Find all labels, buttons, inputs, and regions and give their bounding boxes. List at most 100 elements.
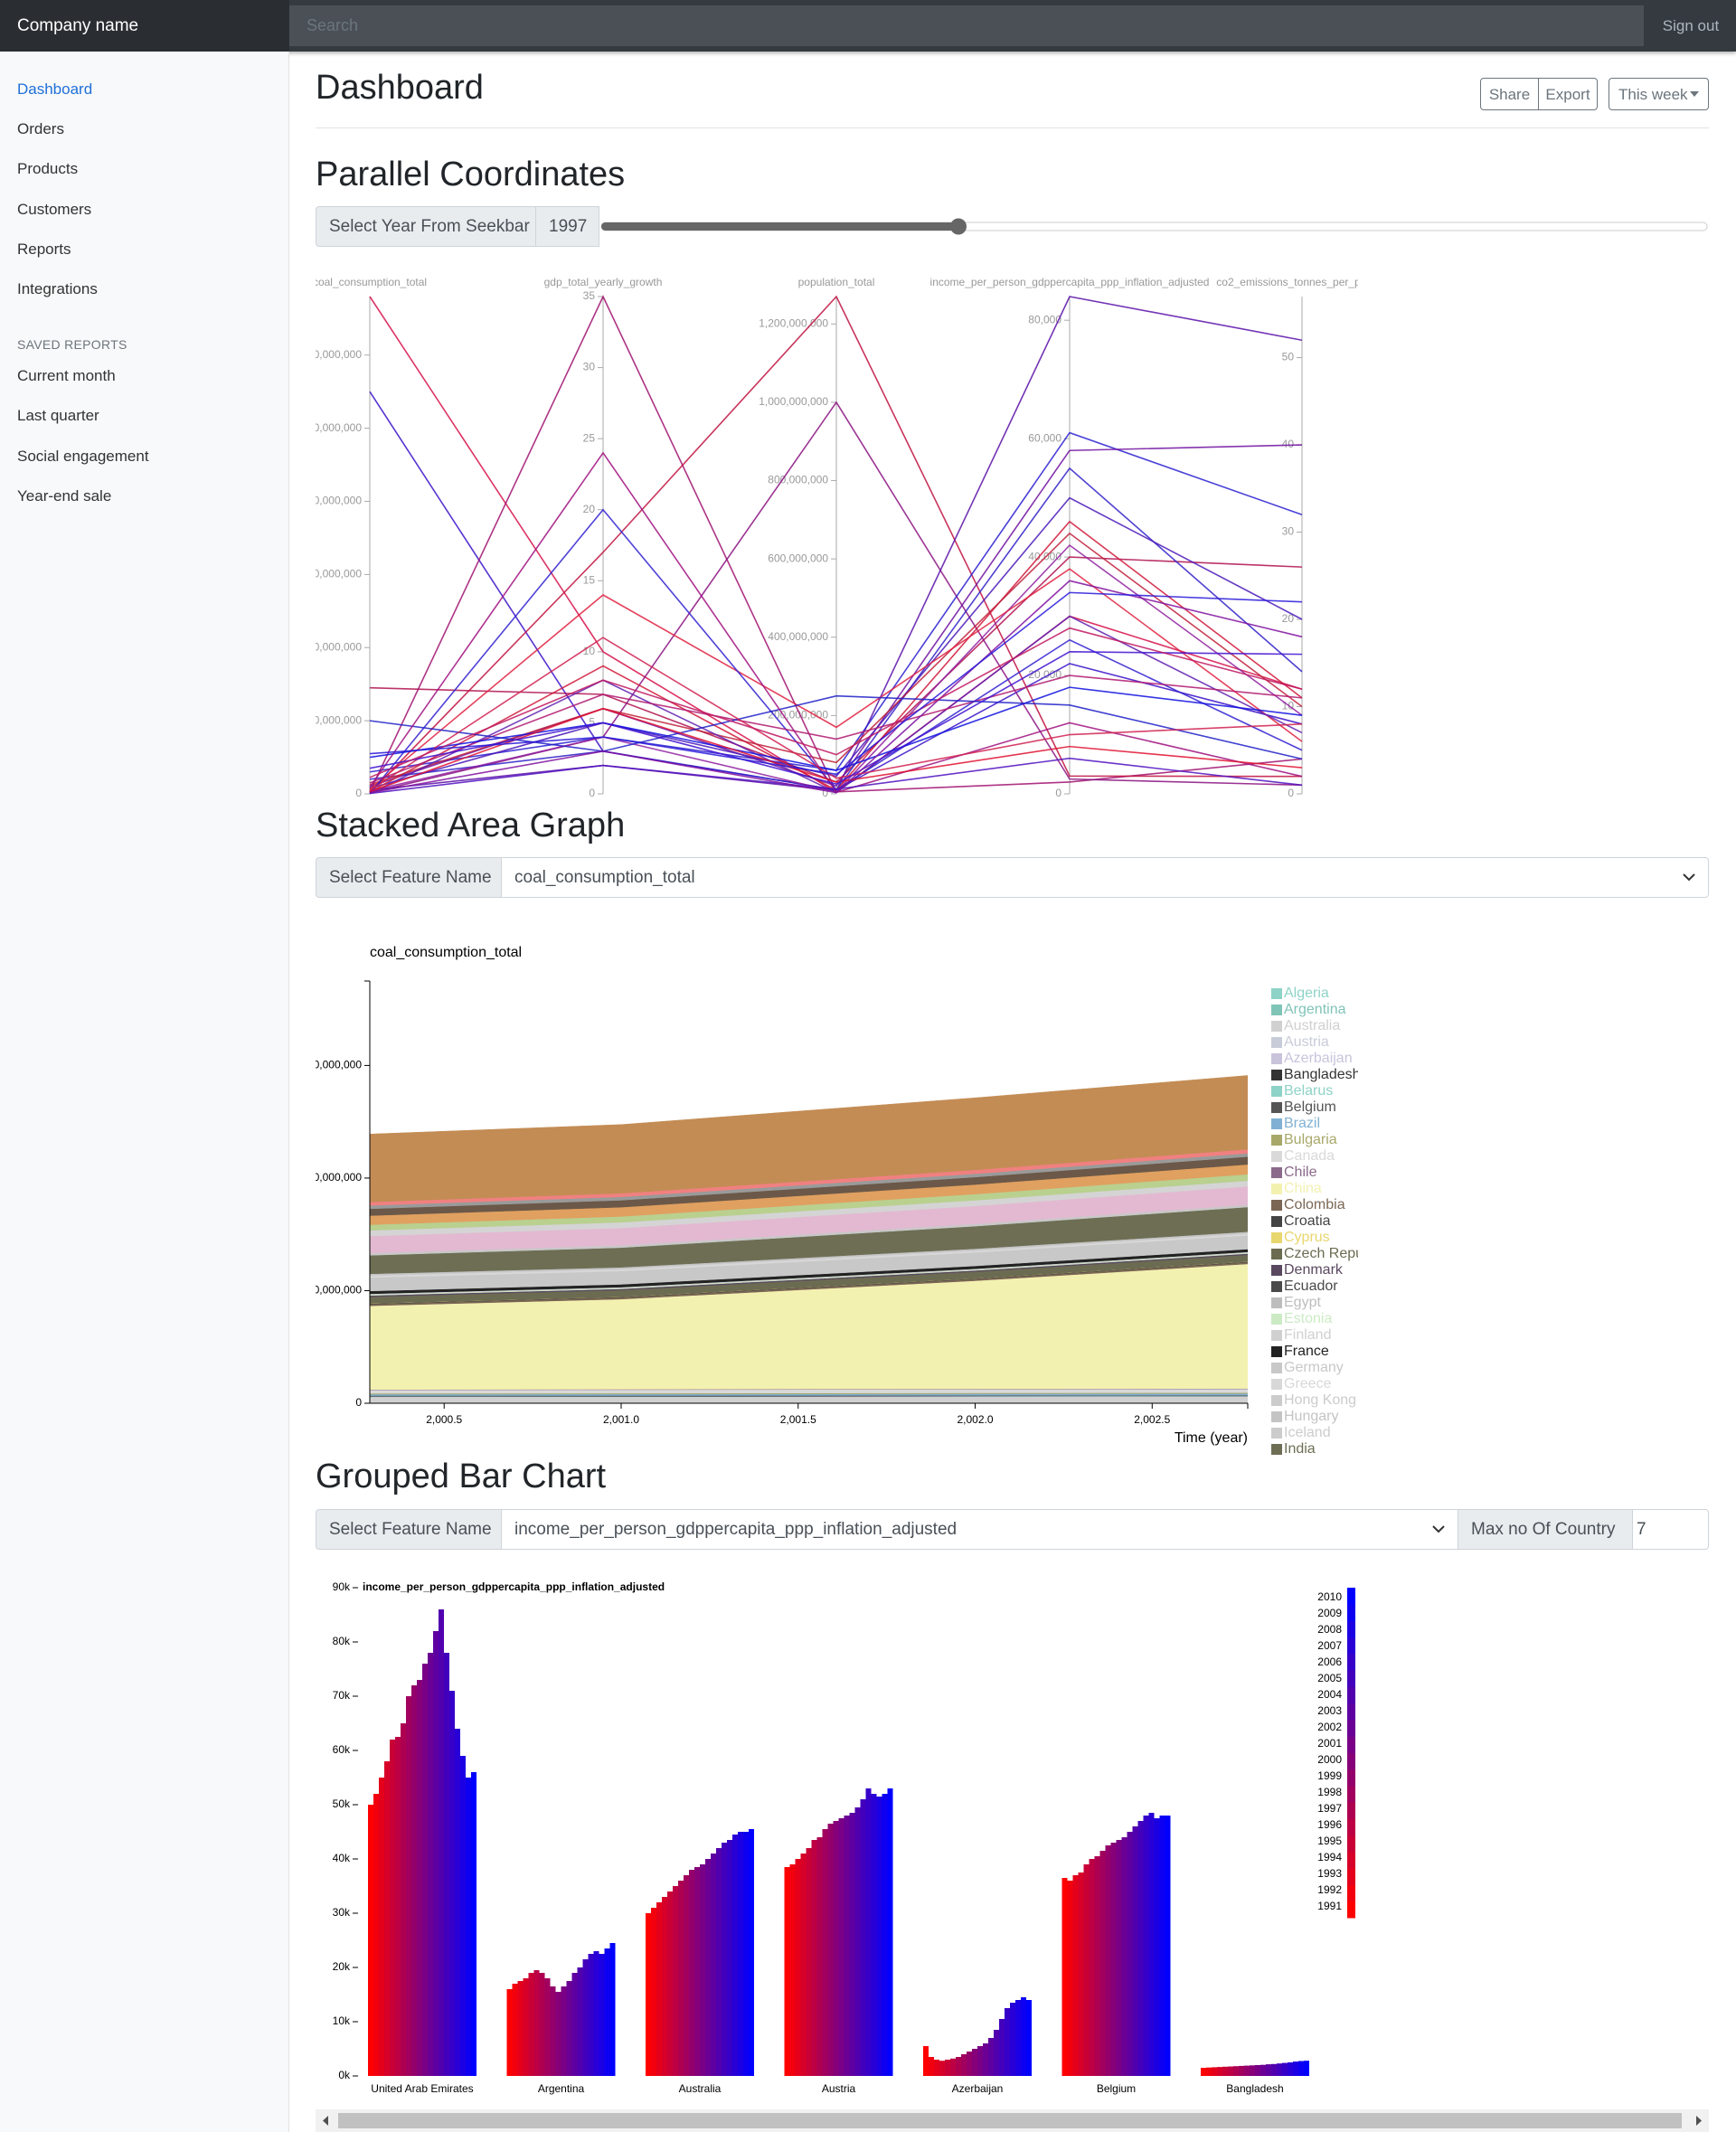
legend-label: Azerbaijan [1284, 1051, 1353, 1066]
horizontal-scrollbar[interactable] [316, 2109, 1709, 2132]
axis-tick-label: 600,000,000 [768, 552, 828, 564]
bar [1094, 1856, 1100, 2076]
legend-swatch [1271, 1395, 1282, 1406]
axis-tick-label: 40 [1282, 438, 1295, 450]
y-tick-label: 60k [333, 1743, 351, 1756]
nav-link[interactable]: Social engagement [17, 448, 149, 465]
legend-label: 2007 [1317, 1639, 1342, 1652]
nav-link[interactable]: Customers [17, 201, 92, 218]
bar [1159, 1816, 1165, 2076]
y-tick-label: 80k [333, 1635, 351, 1647]
x-tick-label: Argentina [538, 2082, 585, 2095]
sign-out-link[interactable]: Sign out [1662, 17, 1720, 34]
bar [1266, 2064, 1271, 2076]
axis-tick-label: 25 [583, 431, 596, 444]
legend-label: Bangladesh [1284, 1067, 1358, 1082]
bar [384, 1761, 390, 2076]
legend-label: 2003 [1317, 1704, 1342, 1717]
legend-label: 1998 [1317, 1786, 1342, 1798]
bar [1010, 2003, 1015, 2076]
data-line [369, 651, 1303, 786]
axis-title: co2_emissions_tonnes_per_person [1216, 276, 1358, 288]
bar [784, 1867, 790, 2076]
week-dropdown[interactable]: This week [1609, 78, 1709, 110]
bar [950, 2058, 956, 2076]
legend-swatch [1347, 1588, 1355, 1605]
select-text: income_per_person_gdppercapita_ppp_infla… [514, 1520, 958, 1539]
nav-link[interactable]: Reports [17, 241, 71, 258]
legend-swatch [1347, 1818, 1355, 1836]
y-tick-label: 0 [355, 1396, 362, 1409]
bar [1293, 2061, 1298, 2076]
bar [422, 1664, 428, 2076]
legend-label: 2010 [1317, 1590, 1342, 1603]
legend-label: Belarus [1284, 1083, 1333, 1099]
legend-label: 2002 [1317, 1721, 1342, 1733]
legend-label: 1991 [1317, 1900, 1342, 1912]
nav-link[interactable]: Dashboard [17, 80, 93, 98]
x-tick-label: 2,002.0 [957, 1413, 993, 1426]
scroll-thumb[interactable] [338, 2113, 1682, 2128]
axis-tick-label: 0 [355, 787, 362, 799]
axis-tick-label: 60,000 [1028, 431, 1061, 444]
bar [411, 1685, 417, 2076]
parallel-coordinates-chart: 0 200,000,000 400,000,000 600,000,000 800,00… [316, 276, 1358, 799]
bar [651, 1908, 656, 2076]
seekbar-value: 1997 [535, 206, 599, 247]
legend-label: Egypt [1284, 1295, 1321, 1310]
x-axis-title: Time (year) [1175, 1430, 1248, 1446]
grouped-bar-chart: 0k 10k 20k 30k 40k 50k 60k 70k 80k 90k income_per_… [333, 1580, 1355, 2095]
nav-link[interactable]: Year-end sale [17, 487, 112, 505]
bar [667, 1891, 673, 2076]
feature-select[interactable]: income_per_person_gdppercapita_ppp_infla… [501, 1509, 1458, 1550]
legend-swatch [1271, 1314, 1282, 1325]
bar [439, 1609, 444, 2076]
bar [368, 1805, 373, 2076]
bar [1304, 2061, 1309, 2076]
nav-link[interactable]: Orders [17, 120, 64, 137]
legend-label: 1995 [1317, 1835, 1342, 1847]
bar [871, 1794, 877, 2076]
bar [716, 1848, 722, 2076]
scroll-right-arrow[interactable] [1696, 2116, 1702, 2126]
bar [656, 1902, 662, 2076]
scroll-left-arrow[interactable] [323, 2116, 328, 2126]
axis-tick-label: 400,000,000 [768, 630, 828, 643]
year-slider[interactable] [599, 213, 1709, 241]
bar [711, 1854, 716, 2076]
axis-tick-label: 800,000,000 [316, 495, 362, 507]
axis-tick-label: 5 [589, 716, 595, 729]
bar [1212, 2067, 1217, 2076]
search-input[interactable]: Search [289, 5, 1644, 46]
legend-swatch [1271, 1118, 1282, 1129]
axis-tick-label: 0 [589, 787, 595, 799]
feature-select[interactable]: coal_consumption_total [501, 857, 1709, 898]
legend-swatch [1347, 1852, 1355, 1869]
legend-label: Canada [1284, 1148, 1335, 1164]
max-country-input[interactable]: 7 [1632, 1509, 1709, 1550]
y-axis-title: coal_consumption_total [370, 945, 522, 960]
share-button[interactable]: Share [1480, 78, 1539, 110]
section-heading: Parallel Coordinates [316, 156, 626, 193]
nav-link[interactable]: Current month [17, 367, 116, 384]
nav-link[interactable]: Integrations [17, 280, 98, 297]
slider-handle[interactable] [950, 218, 967, 235]
nav-link[interactable]: Last quarter [17, 407, 99, 424]
bar [550, 1986, 556, 2076]
legend-label: Denmark [1284, 1262, 1344, 1278]
axis-tick-label: 1,200,000,000 [316, 348, 362, 361]
brand[interactable]: Company name [0, 0, 289, 52]
axis-tick-label: 800,000,000 [768, 474, 828, 486]
bar [887, 1788, 893, 2076]
bar [972, 2049, 977, 2076]
bar [795, 1859, 801, 2076]
nav-link[interactable]: Products [17, 160, 79, 177]
bar [1127, 1832, 1133, 2076]
export-button[interactable]: Export [1538, 78, 1598, 110]
bar [609, 1943, 616, 2076]
x-tick-label: Australia [679, 2082, 722, 2095]
bar [833, 1821, 839, 2076]
x-tick-label: Austria [822, 2082, 856, 2095]
bar [1015, 2000, 1021, 2076]
